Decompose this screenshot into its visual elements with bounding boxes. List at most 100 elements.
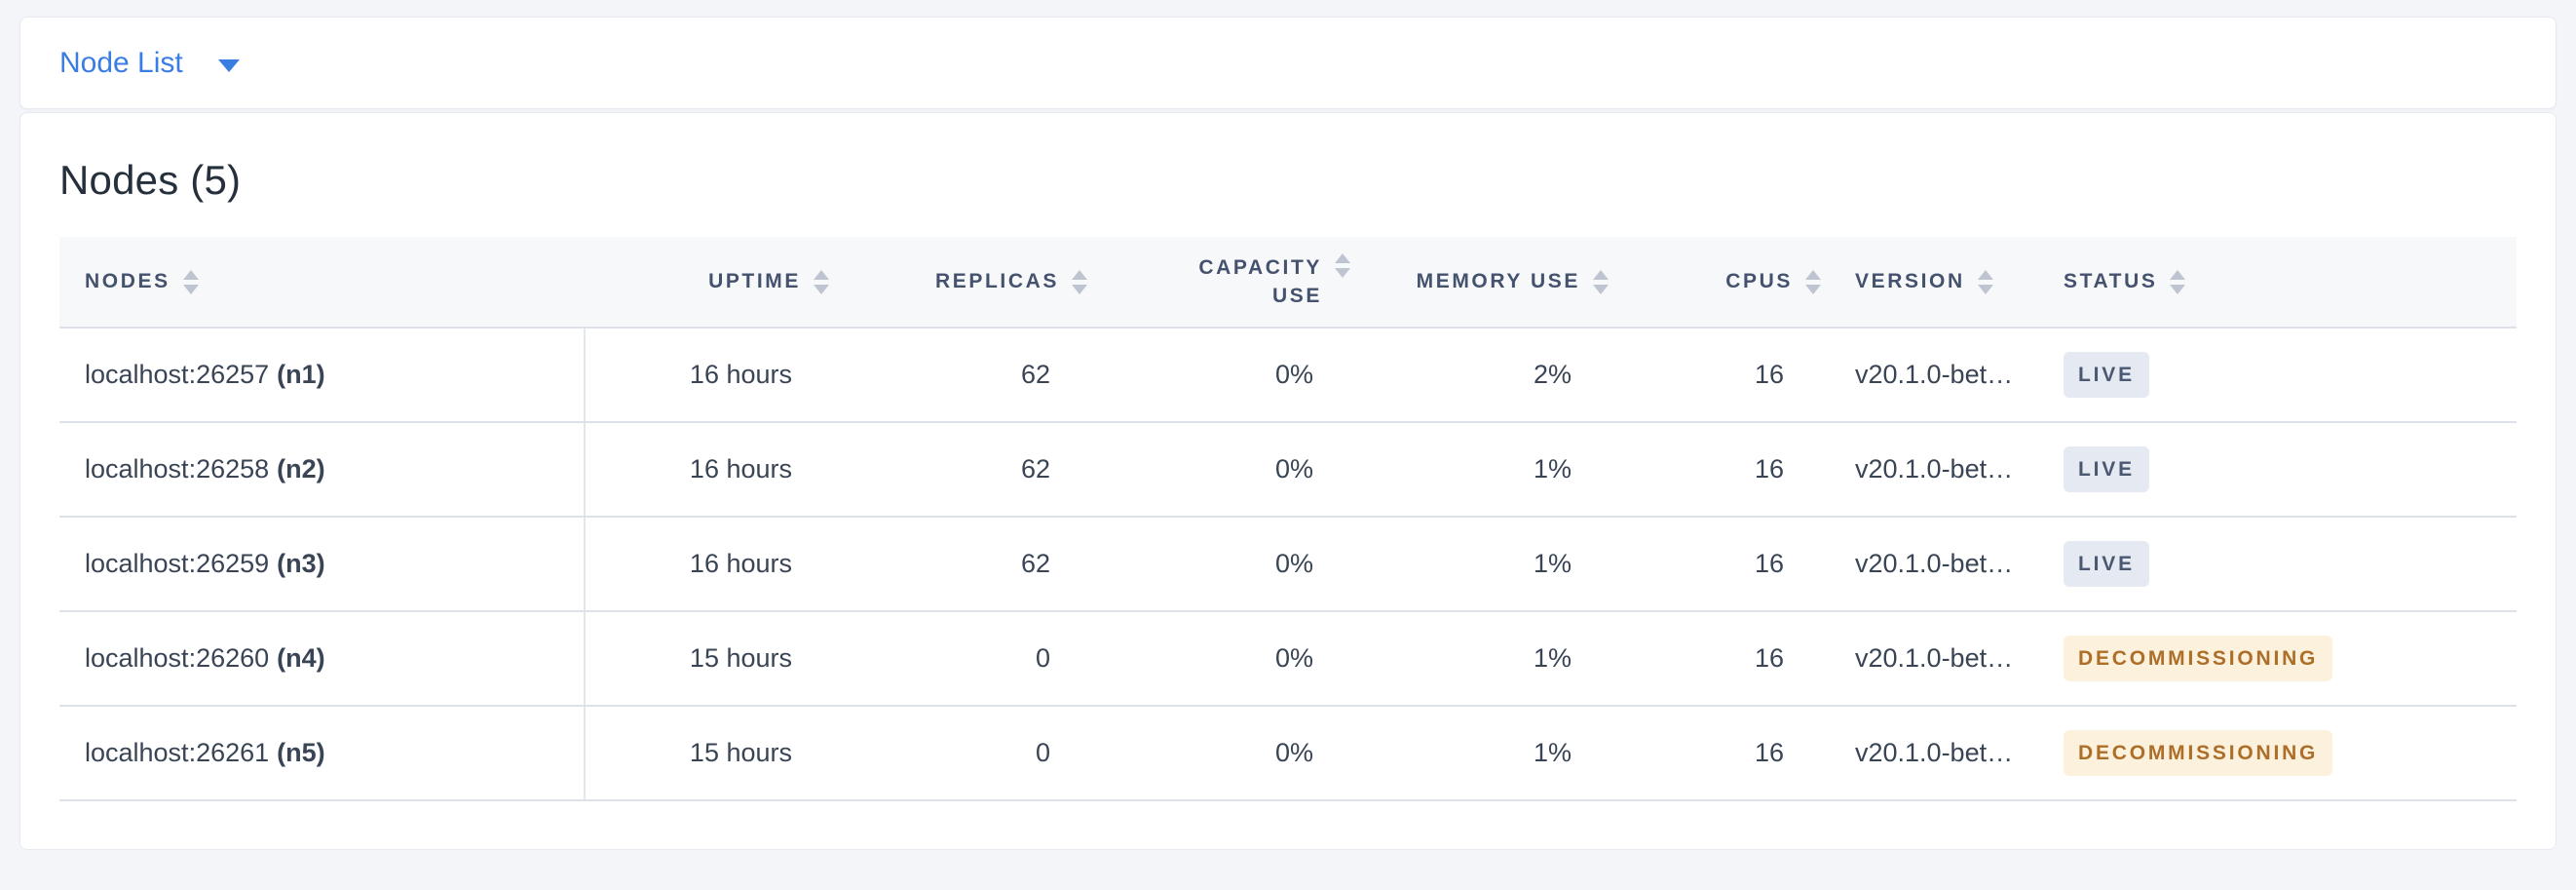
sort-up-icon [2170, 269, 2186, 280]
cell-memory-use: 1% [1533, 454, 1572, 484]
column-header-version[interactable]: VERSION [1801, 237, 2047, 327]
node-address: localhost:26257 [85, 360, 270, 389]
table-row[interactable]: localhost:26257 (n1) 16 hours 62 0% 2% 16… [59, 329, 2517, 423]
cell-capacity-use: 0% [1274, 454, 1313, 484]
sort-icon[interactable] [1335, 253, 1350, 278]
cell-replicas: 0 [1035, 738, 1050, 767]
table-row[interactable]: localhost:26261 (n5) 15 hours 0 0% 1% 16 … [59, 707, 2517, 801]
cell-cpus: 16 [1754, 360, 1784, 389]
sort-down-icon [814, 284, 829, 294]
cell-status: DECOMMISSIONING [2047, 612, 2517, 705]
cell-nodes: localhost:26261 (n5) [59, 707, 586, 799]
node-id: (n4) [277, 643, 325, 673]
status-badge: DECOMMISSIONING [2064, 636, 2333, 681]
view-selector-dropdown[interactable]: Node List [59, 47, 240, 80]
status-badge: LIVE [2064, 446, 2149, 492]
cell-status: DECOMMISSIONING [2047, 707, 2517, 799]
cell-status: LIVE [2047, 518, 2517, 610]
cell-uptime: 15 hours [689, 643, 792, 673]
cell-capacity-use: 0% [1274, 738, 1313, 767]
cell-replicas: 62 [1020, 360, 1050, 389]
cell-memory-use: 1% [1533, 549, 1572, 578]
caret-down-icon [217, 58, 240, 72]
column-header-capacity-use[interactable]: CAPACITY USE [1068, 237, 1350, 327]
cell-nodes: localhost:26259 (n3) [59, 518, 586, 610]
column-header-cpus[interactable]: CPUS [1589, 237, 1821, 327]
cell-cpus: 16 [1754, 549, 1784, 578]
table-row[interactable]: localhost:26259 (n3) 16 hours 62 0% 1% 16… [59, 518, 2517, 612]
column-header-nodes[interactable]: NODES [59, 237, 586, 327]
cell-nodes: localhost:26257 (n1) [59, 329, 586, 421]
sort-icon[interactable] [814, 269, 829, 294]
view-selector-label[interactable]: Node List [59, 46, 183, 79]
cell-cpus: 16 [1754, 738, 1784, 767]
cell-status: LIVE [2047, 329, 2517, 421]
cell-capacity-use: 0% [1274, 549, 1313, 578]
nodes-table: NODES UPTIME REPLICAS CAPACITY USE MEMOR… [59, 237, 2517, 801]
node-id: (n1) [277, 360, 325, 389]
cell-capacity-use: 0% [1274, 643, 1313, 673]
sort-icon[interactable] [182, 269, 199, 294]
cell-version: v20.1.0-bet… [1855, 643, 2014, 673]
cell-uptime: 16 hours [689, 549, 792, 578]
column-header-status[interactable]: STATUS [2047, 237, 2517, 327]
sort-icon[interactable] [1977, 269, 1993, 294]
sort-down-icon [1593, 284, 1609, 294]
cell-cpus: 16 [1754, 454, 1784, 484]
sort-up-icon [1593, 269, 1609, 280]
sort-up-icon [1805, 269, 1821, 280]
node-id: (n5) [277, 738, 325, 767]
column-header-replicas[interactable]: REPLICAS [810, 237, 1087, 327]
cell-version: v20.1.0-bet… [1855, 360, 2014, 389]
status-badge: DECOMMISSIONING [2064, 730, 2333, 776]
sort-up-icon [1977, 269, 1993, 280]
cell-version: v20.1.0-bet… [1855, 738, 2014, 767]
sort-up-icon [1335, 253, 1350, 263]
cell-memory-use: 1% [1533, 738, 1572, 767]
column-header-uptime[interactable]: UPTIME [586, 237, 829, 327]
node-address: localhost:26261 [85, 738, 270, 767]
node-address: localhost:26259 [85, 549, 270, 578]
cell-replicas: 0 [1035, 643, 1050, 673]
cell-memory-use: 2% [1533, 360, 1572, 389]
cell-version: v20.1.0-bet… [1855, 454, 2014, 484]
sort-down-icon [1072, 284, 1087, 294]
cell-nodes: localhost:26258 (n2) [59, 423, 586, 516]
cell-status: LIVE [2047, 423, 2517, 516]
status-badge: LIVE [2064, 352, 2149, 398]
cell-capacity-use: 0% [1274, 360, 1313, 389]
sort-down-icon [1335, 268, 1350, 278]
node-id: (n3) [277, 549, 325, 578]
sort-up-icon [814, 269, 829, 280]
view-selector-bar: Node List [19, 17, 2557, 109]
cell-nodes: localhost:26260 (n4) [59, 612, 586, 705]
page-title: Nodes (5) [59, 157, 242, 203]
cell-replicas: 62 [1020, 549, 1050, 578]
nodes-panel: Nodes (5) NODES UPTIME REPLICAS CAPACITY… [19, 112, 2557, 850]
cell-memory-use: 1% [1533, 643, 1572, 673]
sort-icon[interactable] [1805, 269, 1821, 294]
node-address: localhost:26260 [85, 643, 270, 673]
cell-replicas: 62 [1020, 454, 1050, 484]
sort-up-icon [1072, 269, 1087, 280]
sort-icon[interactable] [1593, 269, 1609, 294]
sort-up-icon [182, 269, 199, 280]
table-header-row: NODES UPTIME REPLICAS CAPACITY USE MEMOR… [59, 237, 2517, 329]
cell-cpus: 16 [1754, 643, 1784, 673]
sort-icon[interactable] [1072, 269, 1087, 294]
sort-icon[interactable] [2170, 269, 2186, 294]
cell-uptime: 16 hours [689, 360, 792, 389]
sort-down-icon [1977, 284, 1993, 294]
table-row[interactable]: localhost:26260 (n4) 15 hours 0 0% 1% 16 … [59, 612, 2517, 707]
sort-down-icon [2170, 284, 2186, 294]
node-address: localhost:26258 [85, 454, 270, 484]
cell-uptime: 16 hours [689, 454, 792, 484]
node-id: (n2) [277, 454, 325, 484]
column-header-memory-use[interactable]: MEMORY USE [1331, 237, 1609, 327]
table-row[interactable]: localhost:26258 (n2) 16 hours 62 0% 1% 16… [59, 423, 2517, 518]
cell-version: v20.1.0-bet… [1855, 549, 2014, 578]
sort-down-icon [1805, 284, 1821, 294]
sort-down-icon [182, 284, 199, 294]
cell-uptime: 15 hours [689, 738, 792, 767]
status-badge: LIVE [2064, 541, 2149, 587]
